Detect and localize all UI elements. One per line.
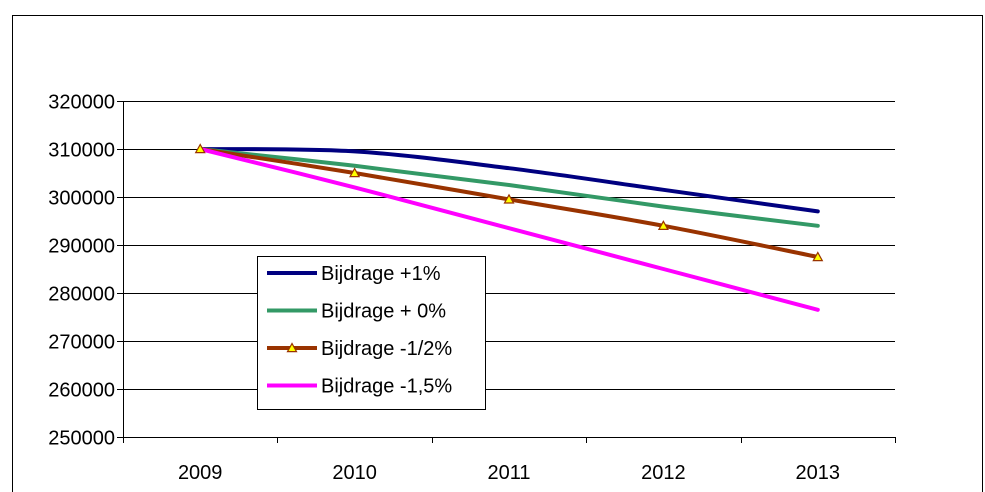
x-tick-label: 2010 (332, 462, 377, 484)
legend-marker-2 (286, 342, 298, 353)
series-line-1 (198, 147, 820, 228)
x-tick-label: 2013 (796, 462, 841, 484)
series-2-marker (503, 193, 515, 204)
series-2-marker (812, 251, 824, 262)
legend-label-2: Bijdrage -1/2% (321, 338, 452, 360)
x-tick-label: 2012 (641, 462, 686, 484)
axes: 250000 260000 270000 280000 290000 300000 3100… (48, 92, 896, 484)
y-tick-label: 300000 (48, 188, 115, 210)
y-tick-label: 260000 (48, 380, 115, 402)
series-2-marker (194, 143, 206, 154)
x-tick-label: 2011 (487, 462, 530, 484)
chart-border (12, 15, 983, 492)
legend: Bijdrage +1% Bijdrage + 0% Bijdrage -1/2% B… (257, 256, 486, 410)
y-tick-label: 320000 (48, 92, 115, 114)
legend-label-0: Bijdrage +1% (321, 263, 441, 285)
series-lines (194, 143, 824, 312)
series-line-3 (198, 147, 820, 312)
y-tick-label: 280000 (48, 284, 115, 306)
series-line-0 (198, 147, 820, 214)
y-tick-label: 250000 (48, 428, 115, 450)
y-tick-label: 270000 (48, 332, 115, 354)
x-tick-label: 2009 (178, 462, 223, 484)
y-tick-label: 290000 (48, 236, 115, 258)
legend-label-3: Bijdrage -1,5% (321, 376, 452, 398)
legend-label-1: Bijdrage + 0% (321, 301, 446, 323)
series-2-marker (657, 220, 669, 230)
y-tick-label: 310000 (48, 140, 115, 162)
series-2-marker (349, 167, 361, 178)
